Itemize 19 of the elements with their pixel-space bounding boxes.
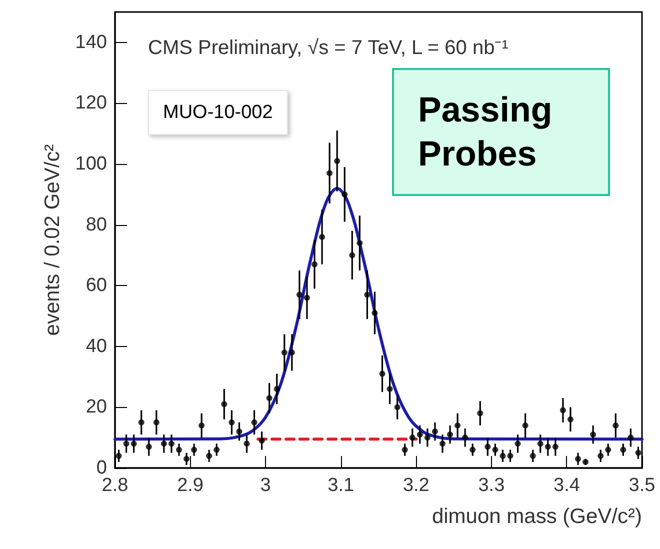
x-tick-label: 2.9: [177, 475, 204, 496]
y-axis-title: events / 0.02 GeV/c²: [41, 144, 64, 336]
x-tick-label: 3.1: [328, 475, 354, 496]
annotation: MUO-10-002: [163, 102, 273, 123]
x-tick-label: 3: [260, 475, 271, 496]
y-tick-label: 80: [86, 214, 107, 236]
x-axis-title: dimuon mass (GeV/c²): [432, 505, 642, 528]
y-tick-label: 120: [75, 92, 107, 114]
y-tick-label: 40: [86, 336, 107, 357]
y-tick-label: 20: [86, 396, 107, 418]
annotation: Passing Probes: [418, 90, 562, 174]
y-tick-label: 60: [86, 275, 107, 296]
x-tick-label: 3.4: [554, 475, 580, 496]
y-tick-label: 140: [75, 32, 107, 53]
x-tick-label: 3.3: [478, 475, 505, 496]
annotation: CMS Preliminary, √s = 7 TeV, L = 60 nb⁻¹: [148, 37, 509, 59]
y-tick-label: 100: [75, 154, 107, 174]
x-tick-label: 3.2: [402, 475, 430, 496]
x-tick-label: 3.5: [628, 475, 656, 496]
